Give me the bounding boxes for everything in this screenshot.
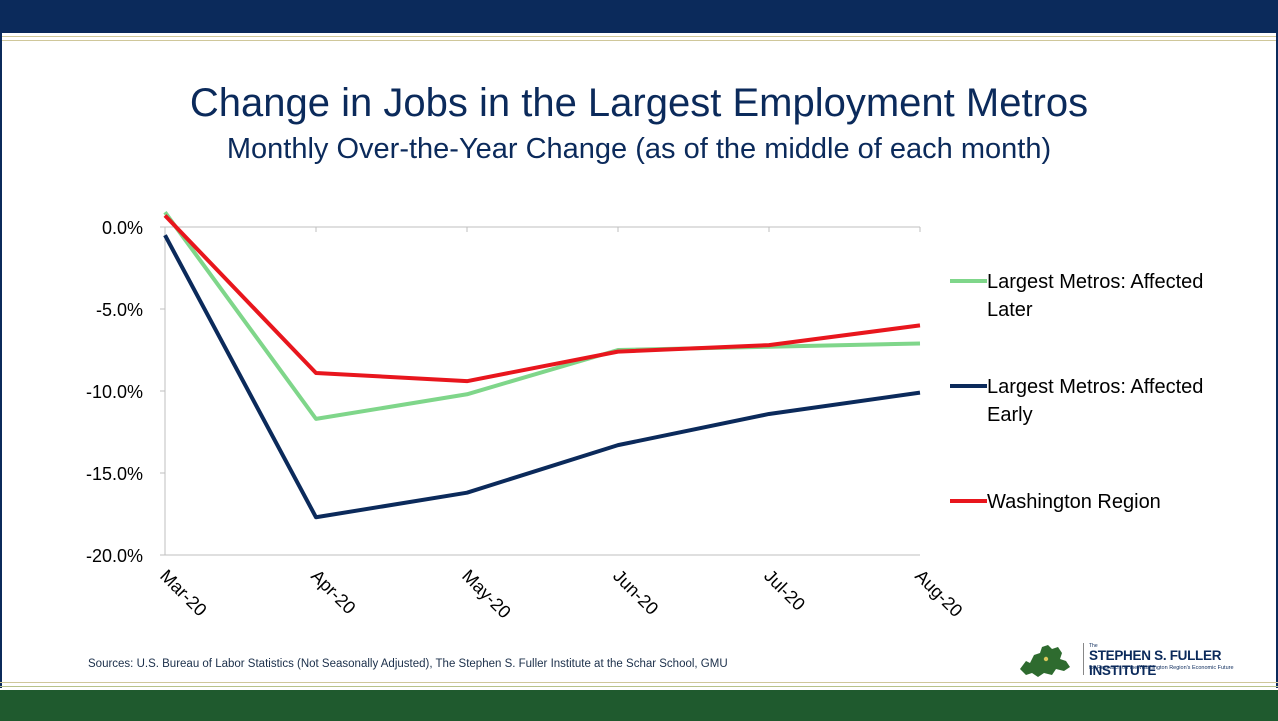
- x-tick-label: Jul-20: [760, 566, 809, 615]
- series-line: [163, 234, 921, 520]
- top-divider: [0, 40, 1278, 41]
- line-chart: Mar-20 Apr-20 May-20 Jun-20 Jul-20 Aug-20 0.0…: [86, 211, 966, 623]
- logo-tagline: for Research on the Washington Region's …: [1089, 665, 1234, 671]
- page-title: Change in Jobs in the Largest Employment…: [189, 81, 1089, 125]
- slide-border-left: [0, 33, 2, 688]
- y-tick-label: -15.0%: [86, 464, 143, 484]
- x-tick-label: Mar-20: [156, 566, 210, 620]
- x-tick-label: Apr-20: [307, 566, 359, 618]
- y-tick-label: 0.0%: [102, 218, 143, 238]
- x-tick-label: May-20: [458, 566, 515, 623]
- chart-series: [163, 211, 921, 520]
- top-divider: [0, 36, 1278, 37]
- source-note: Sources: U.S. Bureau of Labor Statistics…: [88, 658, 728, 670]
- bottom-divider: [0, 686, 1278, 687]
- legend-label: Largest Metros: Affected Later: [987, 271, 1204, 321]
- legend-label: Largest Metros: Affected Early: [987, 376, 1204, 426]
- institute-logo: The STEPHEN S. FULLER INSTITUTE for Rese…: [1016, 641, 1272, 681]
- logo-divider: [1083, 643, 1084, 675]
- series-line: [163, 211, 921, 421]
- legend-swatch: [950, 279, 987, 283]
- bottom-banner: [0, 690, 1278, 721]
- top-banner: [0, 0, 1278, 33]
- x-tick-label: Jun-20: [609, 566, 662, 619]
- y-tick-label: -5.0%: [96, 300, 143, 320]
- chart-axes: [160, 226, 921, 556]
- bottom-divider: [0, 682, 1278, 683]
- x-tick-label: Aug-20: [911, 566, 966, 621]
- x-axis-labels: Mar-20 Apr-20 May-20 Jun-20 Jul-20 Aug-20: [156, 566, 966, 623]
- series-line: [163, 214, 921, 384]
- legend-swatch: [950, 499, 987, 503]
- legend-label: Washington Region: [987, 491, 1161, 513]
- page-subtitle: Monthly Over-the-Year Change (as of the …: [226, 133, 1052, 165]
- slide-border-right: [1276, 33, 1278, 688]
- region-map-icon: [1020, 645, 1070, 677]
- logo-name: STEPHEN S. FULLER INSTITUTE: [1089, 648, 1222, 678]
- logo-the: The: [1089, 643, 1098, 649]
- legend-swatch: [950, 384, 987, 388]
- y-axis-labels: 0.0% -5.0% -10.0% -15.0% -20.0%: [86, 218, 143, 566]
- y-tick-label: -20.0%: [86, 546, 143, 566]
- y-tick-label: -10.0%: [86, 382, 143, 402]
